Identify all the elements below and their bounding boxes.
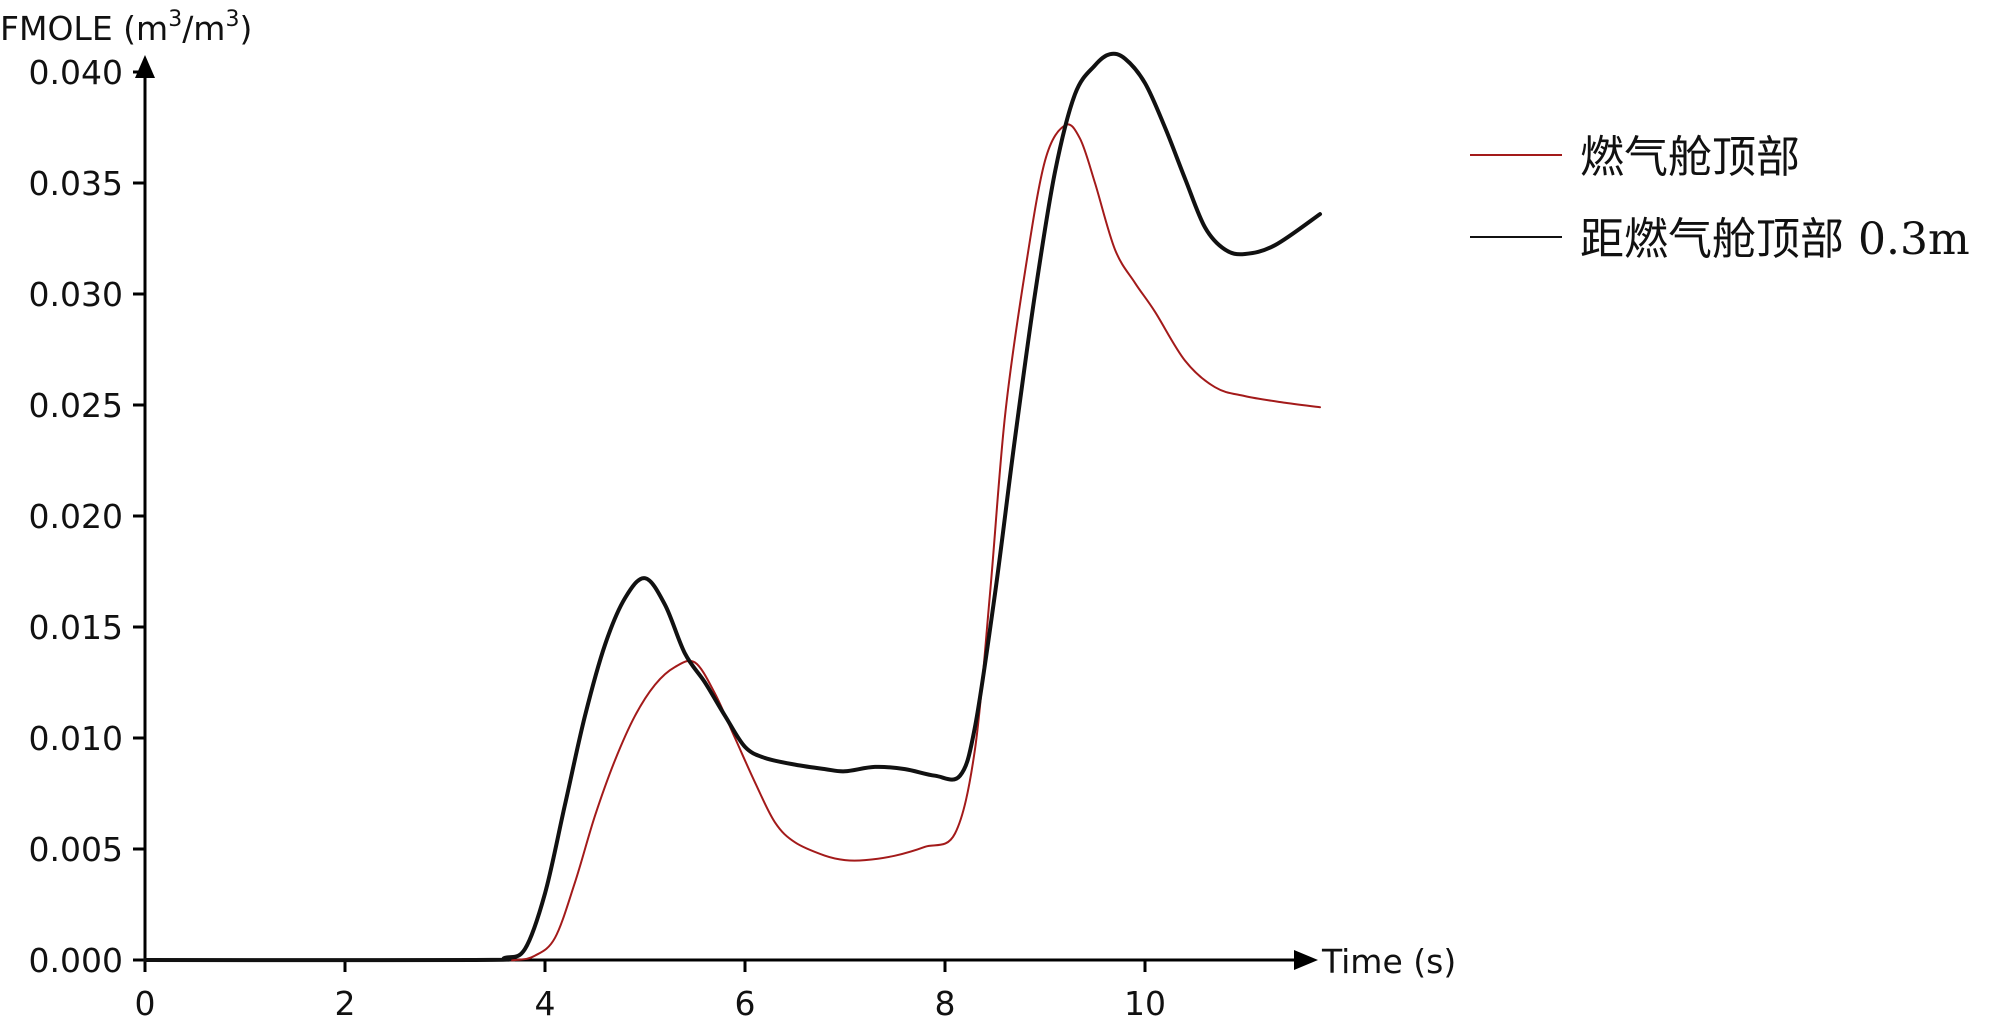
y-tick-label: 0.005 <box>29 830 123 869</box>
y-tick-label: 0.000 <box>29 941 123 980</box>
x-tick-label: 8 <box>935 984 956 1023</box>
legend-label-series-2: 距燃气舱顶部 0.3m <box>1580 214 1970 265</box>
axis-ticks: 0 2 4 6 8 10 0.000 0.005 0.010 0.015 0.020 0.025 0.0… <box>29 53 1166 1023</box>
x-axis-arrow <box>1294 950 1318 970</box>
y-tick-label: 0.020 <box>29 497 123 536</box>
series-layer <box>143 51 1322 963</box>
y-axis-title: FMOLE (m3/m3) <box>0 7 252 48</box>
x-tick-label: 6 <box>735 984 756 1023</box>
x-tick-label: 2 <box>335 984 356 1023</box>
y-tick-label: 0.010 <box>29 719 123 758</box>
y-tick-label: 0.035 <box>29 164 123 203</box>
y-tick-label: 0.040 <box>29 53 123 92</box>
x-tick-label: 10 <box>1124 984 1166 1023</box>
legend-label-series-1: 燃气舱顶部 <box>1580 132 1800 183</box>
series-line-1 <box>144 123 1321 962</box>
y-tick-label: 0.015 <box>29 608 123 647</box>
y-tick-label: 0.025 <box>29 386 123 425</box>
x-axis-title: Time (s) <box>1321 942 1456 981</box>
x-tick-label: 0 <box>135 984 156 1023</box>
legend: 燃气舱顶部 距燃气舱顶部 0.3m <box>1470 132 1970 265</box>
y-axis-arrow <box>135 55 155 78</box>
y-tick-label: 0.030 <box>29 275 123 314</box>
x-tick-label: 4 <box>535 984 556 1023</box>
series-line-2 <box>143 51 1322 963</box>
